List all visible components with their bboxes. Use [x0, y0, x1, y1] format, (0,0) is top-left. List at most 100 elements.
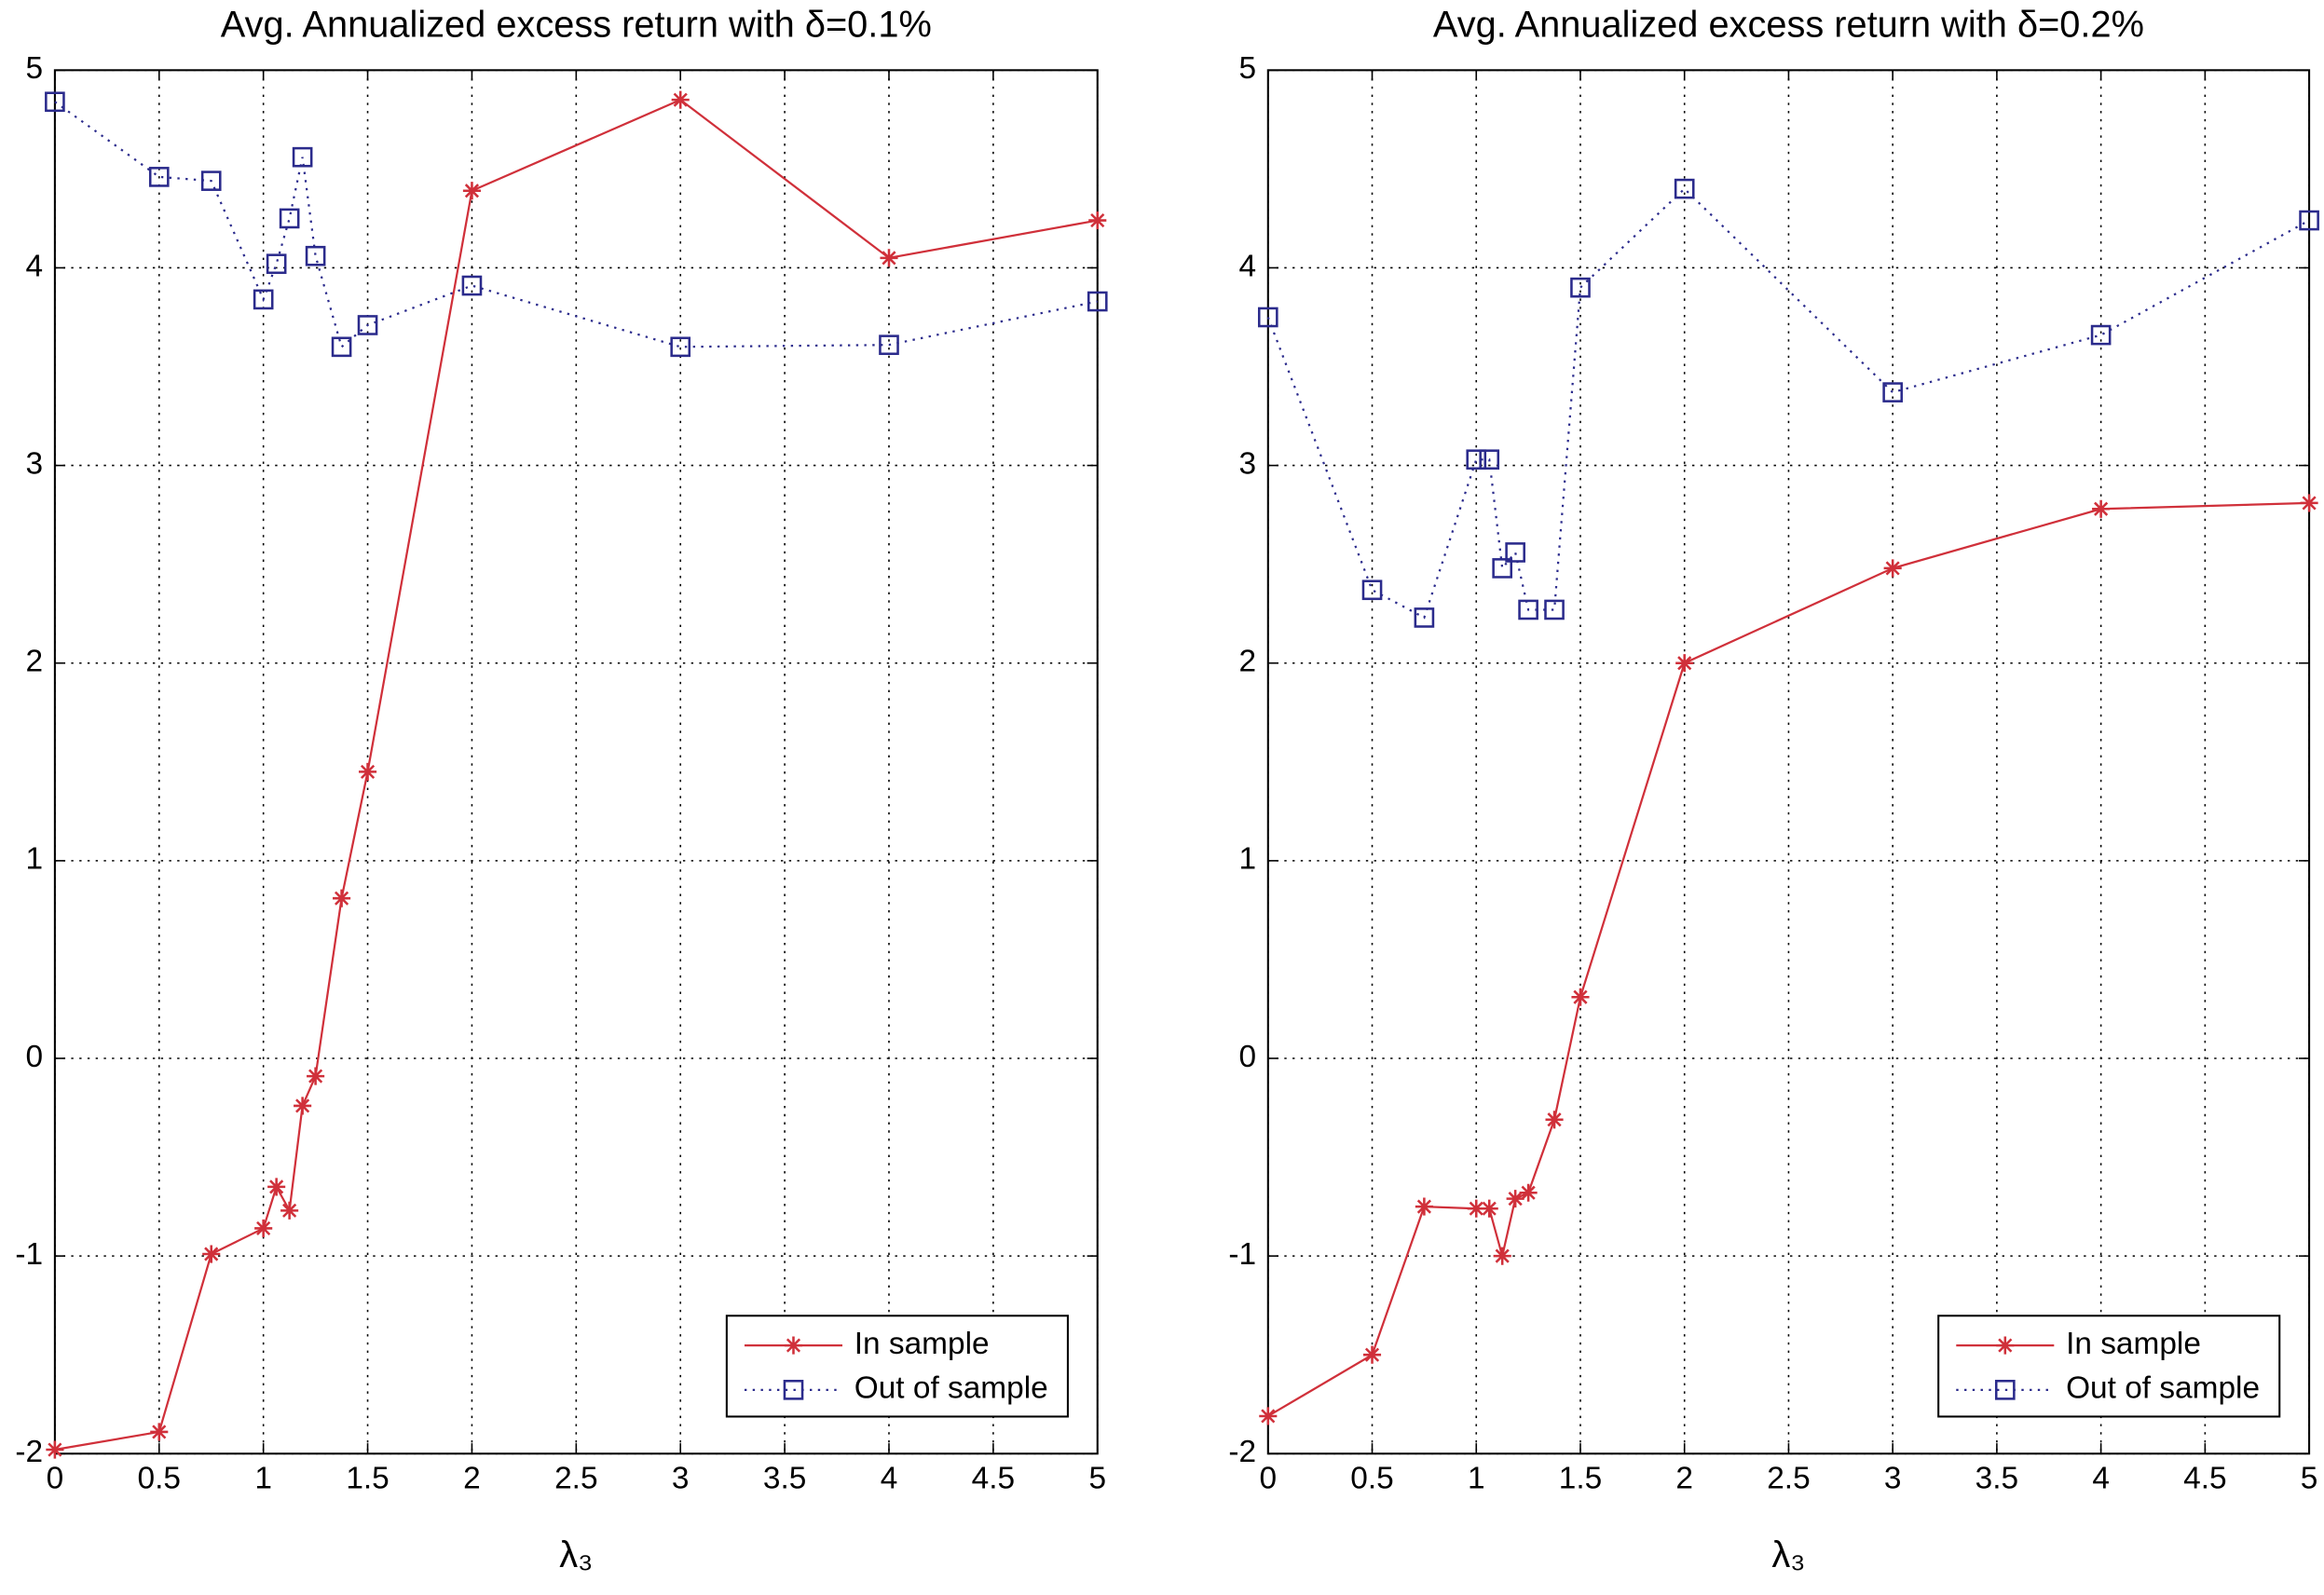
marker-square: [1994, 1380, 2016, 1400]
marker-star: [46, 1440, 64, 1459]
y-tick-label: 0: [26, 1040, 44, 1074]
marker-square: [1544, 599, 1565, 620]
y-tick-label: -2: [15, 1435, 43, 1469]
marker-square: [1479, 449, 1500, 470]
y-tick-label: 2: [1238, 645, 1256, 679]
marker-square: [331, 336, 352, 358]
x-tick-label: 1.5: [1559, 1462, 1602, 1496]
marker-star: [784, 1336, 803, 1355]
legend-label: Out of sample: [2066, 1371, 2260, 1406]
legend-label: Out of sample: [854, 1371, 1048, 1406]
marker-star: [671, 90, 690, 109]
marker-star: [2092, 499, 2111, 518]
marker-square: [1466, 449, 1487, 470]
marker-star: [202, 1245, 221, 1263]
marker-square: [1505, 542, 1525, 563]
y-tick-label: 1: [1238, 842, 1256, 877]
marker-star: [462, 182, 481, 200]
x-tick-label: 4: [881, 1462, 898, 1496]
marker-square: [253, 289, 274, 310]
y-tick-label: 2: [26, 645, 44, 679]
y-tick-label: 5: [26, 51, 44, 86]
y-tick-label: 4: [26, 249, 44, 283]
marker-square: [1492, 558, 1513, 579]
x-tick-label: 1: [1468, 1462, 1485, 1496]
marker-star: [1883, 559, 1902, 578]
axes-frame: [1266, 69, 2311, 1455]
x-tick-label: 2.5: [554, 1462, 597, 1496]
marker-square: [1414, 607, 1435, 628]
x-tick-label: 5: [1088, 1462, 1106, 1496]
x-tick-label: 0.5: [138, 1462, 181, 1496]
marker-star: [254, 1219, 273, 1237]
marker-star: [1506, 1190, 1524, 1208]
x-axis-label: λ₃: [559, 1534, 593, 1575]
marker-star: [1571, 988, 1590, 1006]
y-tick-label: -2: [1228, 1435, 1256, 1469]
legend: In sample Out of sample: [725, 1315, 1069, 1418]
marker-square: [783, 1380, 804, 1400]
marker-square: [879, 334, 899, 356]
y-tick-label: 1: [26, 842, 44, 877]
x-tick-label: 0: [1260, 1462, 1278, 1496]
marker-star: [2300, 494, 2318, 512]
marker-square: [1087, 291, 1108, 312]
marker-star: [1493, 1247, 1511, 1265]
x-tick-label: 2: [1675, 1462, 1693, 1496]
marker-square: [292, 146, 313, 168]
marker-square: [305, 245, 326, 266]
x-tick-label: 0: [47, 1462, 64, 1496]
marker-square: [45, 91, 65, 113]
marker-star: [1519, 1183, 1538, 1202]
x-tick-label: 4: [2092, 1462, 2110, 1496]
marker-square: [1257, 307, 1278, 328]
marker-star: [333, 889, 351, 907]
marker-square: [2090, 324, 2112, 346]
y-tick-label: 3: [26, 446, 44, 481]
marker-star: [1675, 654, 1694, 673]
y-tick-label: -1: [1228, 1237, 1256, 1272]
chart-title: Avg. Annualized excess return with δ=0.2…: [1433, 5, 2144, 46]
marker-square: [200, 170, 222, 191]
marker-star: [359, 762, 377, 781]
marker-star: [1545, 1111, 1564, 1129]
series-line: [54, 101, 1098, 349]
legend-label: In sample: [2066, 1327, 2201, 1361]
marker-square: [2299, 210, 2319, 231]
x-tick-label: 1.5: [346, 1462, 389, 1496]
marker-square: [1361, 579, 1383, 601]
marker-square: [1674, 178, 1695, 199]
x-tick-label: 4.5: [2183, 1462, 2226, 1496]
x-tick-label: 2: [463, 1462, 481, 1496]
marker-star: [307, 1067, 325, 1085]
marker-star: [1996, 1336, 2015, 1355]
x-tick-label: 1: [254, 1462, 272, 1496]
marker-square: [148, 167, 170, 187]
x-tick-label: 2.5: [1767, 1462, 1810, 1496]
y-tick-label: 0: [1238, 1040, 1256, 1074]
chart-title: Avg. Annualized excess return with δ=0.1…: [221, 5, 932, 46]
x-tick-label: 0.5: [1350, 1462, 1393, 1496]
marker-star: [1480, 1199, 1498, 1218]
marker-square: [1518, 599, 1538, 620]
marker-square: [357, 315, 378, 335]
legend-label: In sample: [854, 1327, 990, 1361]
marker-square: [1570, 277, 1591, 298]
x-tick-label: 4.5: [972, 1462, 1015, 1496]
series-line: [54, 98, 1098, 1452]
x-tick-label: 3: [672, 1462, 690, 1496]
marker-square: [1882, 382, 1903, 402]
marker-square: [461, 275, 483, 296]
marker-star: [1362, 1345, 1382, 1364]
x-tick-label: 3: [1884, 1462, 1902, 1496]
marker-square: [279, 208, 300, 229]
x-tick-label: 3.5: [1975, 1462, 2018, 1496]
marker-star: [1088, 211, 1107, 230]
marker-square: [670, 336, 691, 358]
marker-star: [267, 1178, 286, 1196]
y-tick-label: -1: [15, 1237, 43, 1272]
marker-star: [280, 1201, 299, 1220]
legend: In sample Out of sample: [1937, 1315, 2281, 1418]
y-tick-label: 3: [1238, 446, 1256, 481]
marker-star: [1259, 1407, 1278, 1425]
